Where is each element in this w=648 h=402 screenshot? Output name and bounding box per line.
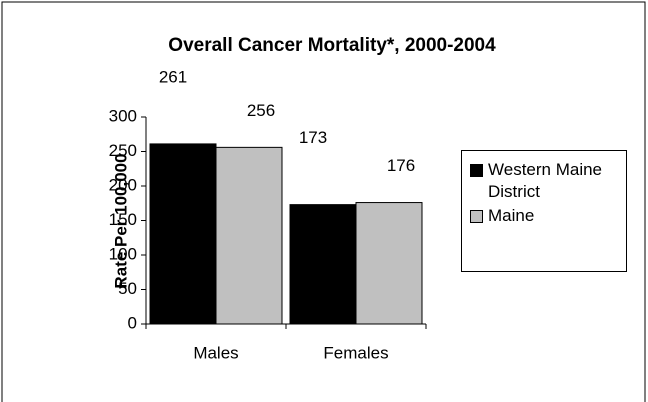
legend-swatch: [470, 210, 483, 223]
y-axis-label: Rate Per 100,000: [111, 153, 130, 288]
chart-title: Overall Cancer Mortality*, 2000-2004: [168, 35, 496, 56]
bar: [355, 202, 423, 325]
y-tick-label: 50: [118, 279, 137, 298]
bar: [149, 143, 217, 325]
legend-label: Western Maine District: [488, 160, 603, 201]
bar: [289, 204, 357, 325]
legend-item: Western Maine District: [470, 159, 622, 203]
data-label: 256: [247, 101, 275, 120]
y-tick-label: 250: [109, 141, 137, 160]
data-label: 261: [159, 67, 187, 86]
x-tick-label: Males: [193, 343, 238, 362]
y-tick-label: 150: [109, 210, 137, 229]
y-tick-label: 100: [109, 244, 137, 263]
legend-label: Maine: [488, 206, 535, 225]
y-tick-label: 200: [109, 175, 137, 194]
y-tick-label: 0: [128, 313, 137, 332]
legend-item: Maine: [470, 205, 622, 227]
data-label: 173: [299, 128, 327, 147]
x-tick-label: Females: [323, 343, 388, 362]
y-tick-label: 300: [109, 106, 137, 125]
data-label: 176: [387, 156, 415, 175]
legend: Western Maine District Maine: [461, 150, 627, 272]
legend-swatch: [470, 164, 483, 177]
bar: [215, 146, 283, 325]
